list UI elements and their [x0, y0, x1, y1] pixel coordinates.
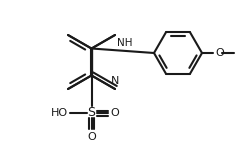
Text: NH: NH	[117, 38, 133, 48]
Text: O: O	[111, 108, 119, 118]
Text: HO: HO	[50, 108, 68, 118]
Text: N: N	[111, 76, 119, 86]
Text: O: O	[87, 132, 96, 142]
Text: S: S	[88, 106, 96, 120]
Text: O: O	[215, 48, 224, 58]
